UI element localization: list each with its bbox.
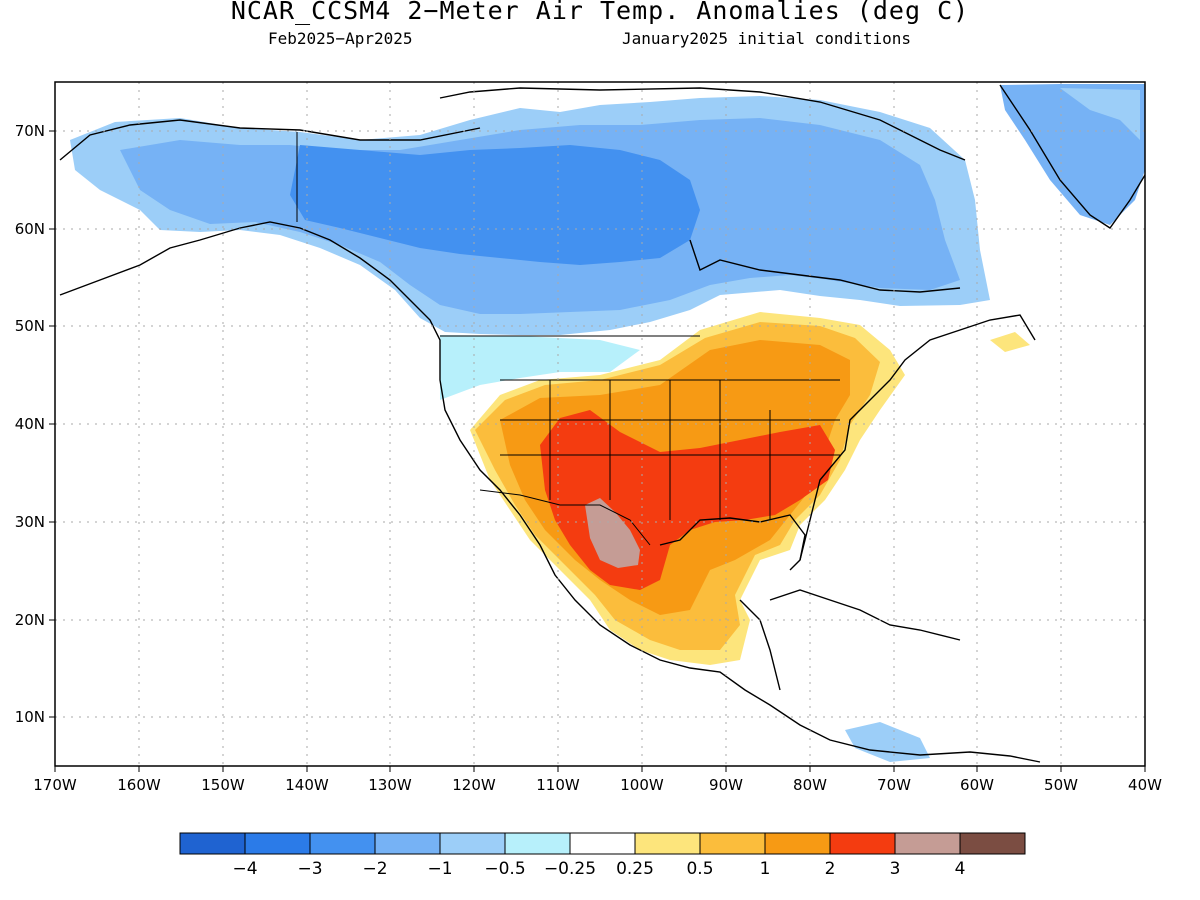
- lon-label: 130W: [368, 776, 412, 794]
- lon-label: 150W: [201, 776, 245, 794]
- colorbar-swatch: [959, 832, 1026, 855]
- forecast-period: Feb2025−Apr2025: [268, 29, 413, 48]
- colorbar-label: −1: [427, 859, 452, 879]
- lon-label: 100W: [620, 776, 664, 794]
- lat-label: 60N: [15, 220, 45, 238]
- anomaly-chihuahua-extreme: [585, 498, 640, 568]
- colorbar-swatch: [634, 832, 701, 855]
- map-title: NCAR_CCSM4 2−Meter Air Temp. Anomalies (…: [230, 0, 970, 25]
- colorbar-swatch: [764, 832, 831, 855]
- initial-conditions: January2025 initial conditions: [622, 29, 911, 48]
- colorbar-label: 0.5: [686, 859, 713, 879]
- colorbar-swatch: [244, 832, 311, 855]
- lat-label: 10N: [15, 708, 45, 726]
- lon-labels: 170W 160W 150W 140W 130W 120W 110W 100W …: [33, 776, 1162, 794]
- anomaly-nw-us-cool: [440, 335, 640, 400]
- lon-label: 70W: [877, 776, 911, 794]
- lon-label: 40W: [1128, 776, 1162, 794]
- colorbar-swatch: [179, 832, 246, 855]
- colorbar: −4 −3 −2 −1 −0.5 −0.25 0.25 0.5 1 2 3 4: [179, 832, 1026, 879]
- colorbar-swatch: [569, 832, 636, 855]
- colorbar-swatch: [699, 832, 766, 855]
- colorbar-label: −0.5: [484, 859, 525, 879]
- lon-ticks: [54, 766, 1146, 772]
- anomaly-greenland-core: [1060, 88, 1140, 140]
- lat-label: 20N: [15, 611, 45, 629]
- lat-label: 50N: [15, 317, 45, 335]
- lon-label: 110W: [536, 776, 580, 794]
- colorbar-swatch: [374, 832, 441, 855]
- anomaly-field: [70, 84, 1145, 762]
- lon-label: 120W: [452, 776, 496, 794]
- anomaly-greenland-cold: [1000, 84, 1145, 225]
- lat-label: 30N: [15, 513, 45, 531]
- colorbar-label: −0.25: [544, 859, 596, 879]
- lat-label: 70N: [15, 122, 45, 140]
- anomaly-nunavut-cold: [290, 145, 700, 265]
- colorbar-swatch: [504, 832, 571, 855]
- colorbar-swatch: [309, 832, 376, 855]
- colorbar-label: −3: [297, 859, 322, 879]
- lon-label: 80W: [793, 776, 827, 794]
- colorbar-label: 4: [955, 859, 966, 879]
- lon-label: 170W: [33, 776, 77, 794]
- colorbar-swatch: [894, 832, 961, 855]
- lat-label: 40N: [15, 415, 45, 433]
- colorbar-label: 0.25: [616, 859, 654, 879]
- lat-ticks: [49, 130, 55, 718]
- colorbar-swatch: [829, 832, 896, 855]
- colorbar-label: 2: [825, 859, 836, 879]
- lon-label: 50W: [1044, 776, 1078, 794]
- graticule: [55, 82, 1145, 766]
- colorbar-label: −4: [232, 859, 257, 879]
- lon-label: 90W: [709, 776, 743, 794]
- colorbar-label: 3: [890, 859, 901, 879]
- political-borders: [296, 132, 840, 546]
- anomaly-caribbean-cool: [845, 722, 930, 762]
- colorbar-swatch: [439, 832, 506, 855]
- anomaly-nova-scotia-warm: [990, 332, 1030, 352]
- lon-label: 60W: [960, 776, 994, 794]
- lon-label: 160W: [117, 776, 161, 794]
- colorbar-label: −2: [362, 859, 387, 879]
- colorbar-label: 1: [760, 859, 771, 879]
- lon-label: 140W: [285, 776, 329, 794]
- lat-labels: 70N 60N 50N 40N 30N 20N 10N: [15, 122, 45, 726]
